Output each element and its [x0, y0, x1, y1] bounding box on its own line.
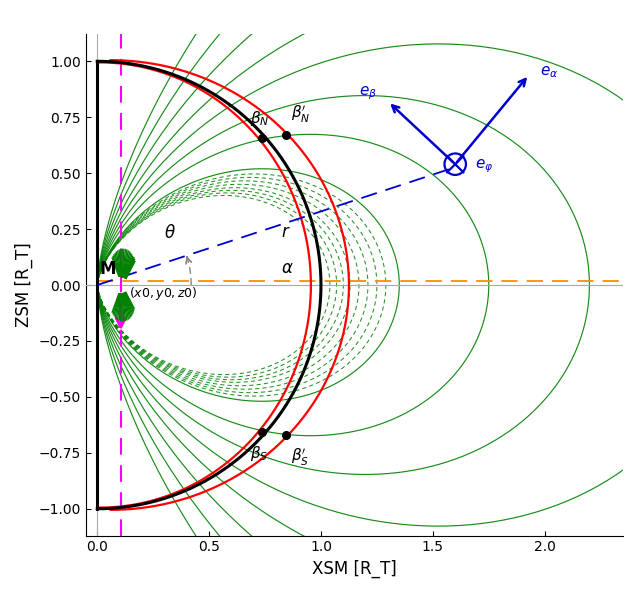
Text: $\beta_S$: $\beta_S$: [250, 444, 269, 463]
Text: $e_\varphi$: $e_\varphi$: [475, 158, 493, 175]
Text: $\mathbf{M}$: $\mathbf{M}$: [100, 260, 117, 278]
Text: $r$: $r$: [281, 223, 290, 241]
Text: $\beta_S'$: $\beta_S'$: [291, 447, 309, 468]
X-axis label: XSM [R_T]: XSM [R_T]: [312, 560, 397, 579]
Text: $\beta_N$: $\beta_N$: [249, 110, 269, 128]
Text: $\beta_N'$: $\beta_N'$: [291, 104, 310, 125]
Text: $\theta$: $\theta$: [165, 224, 176, 242]
Text: $(x0,y0,z0)$: $(x0,y0,z0)$: [129, 286, 197, 302]
Text: $\alpha$: $\alpha$: [281, 259, 293, 276]
Y-axis label: ZSM [R_T]: ZSM [R_T]: [15, 242, 33, 328]
Text: $e_\alpha$: $e_\alpha$: [540, 65, 558, 80]
Text: $e_\beta$: $e_\beta$: [359, 84, 377, 102]
